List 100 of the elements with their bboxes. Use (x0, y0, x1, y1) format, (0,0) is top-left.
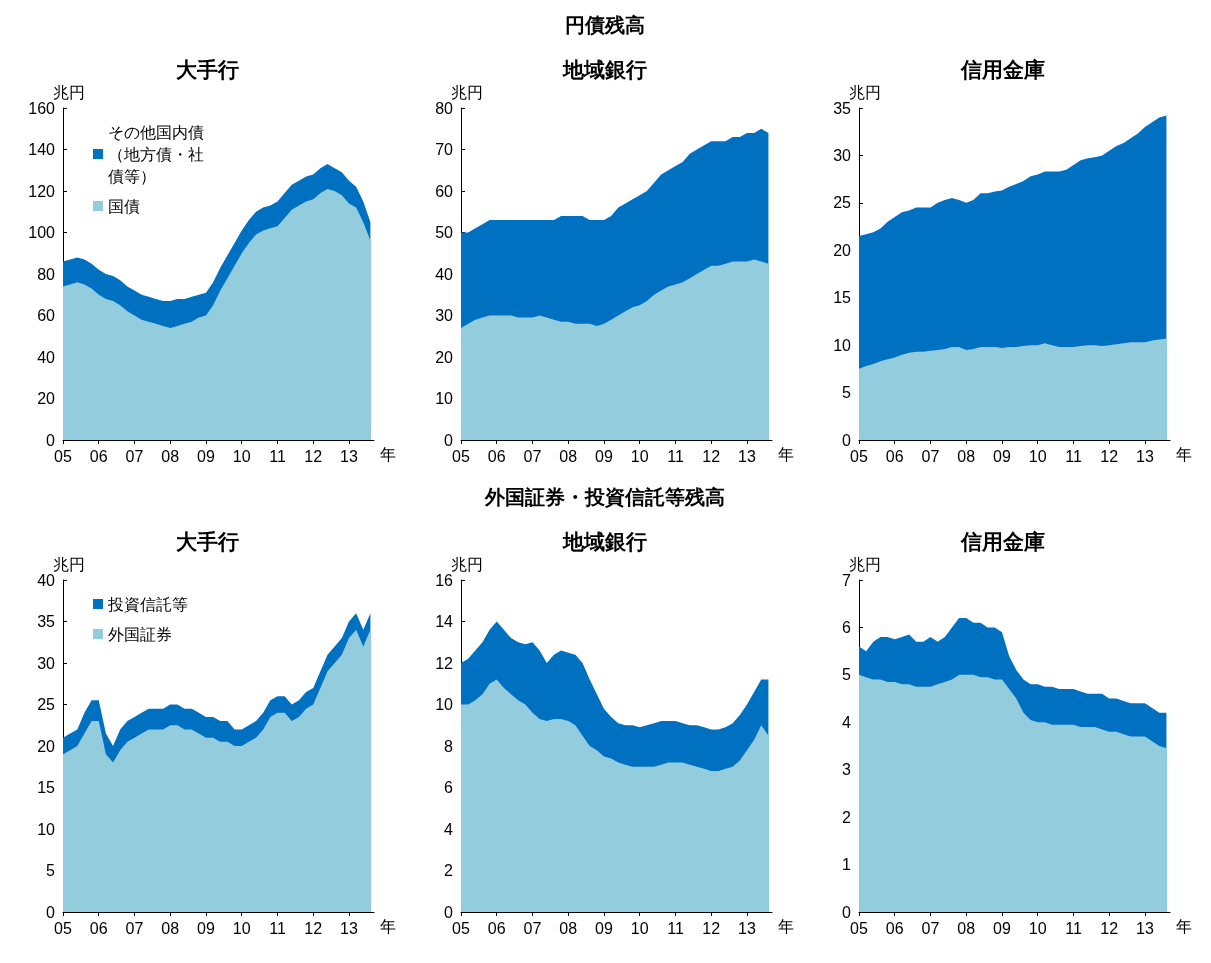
x-tick-label: 12 (304, 447, 323, 465)
y-tick-label: 0 (444, 431, 454, 449)
y-tick-label: 5 (842, 666, 852, 684)
x-tick-label: 11 (1065, 447, 1082, 465)
y-tick-label: 6 (444, 779, 454, 796)
x-tick-label: 13 (1136, 919, 1154, 937)
y-tick-label: 10 (833, 336, 852, 354)
legend-label: 国債 (108, 197, 140, 215)
x-tick-label: 08 (957, 919, 976, 937)
y-axis-title: 兆円 (451, 555, 483, 573)
x-tick-label: 11 (667, 447, 684, 465)
y-tick-label: 15 (833, 289, 852, 307)
chart-title: 信用金庫 (960, 58, 1045, 81)
y-tick-label: 7 (842, 571, 852, 589)
chart-title: 大手行 (175, 530, 239, 553)
x-tick-label: 07 (921, 919, 940, 937)
x-tick-label: 06 (885, 447, 904, 465)
y-tick-label: 3 (842, 761, 852, 779)
y-tick-label: 140 (28, 141, 56, 158)
chart-title: 大手行 (175, 58, 239, 81)
text: 円債残高 (565, 14, 645, 36)
legend-label: その他国内債（地方債・社債等） (108, 123, 204, 185)
x-tick-label: 12 (304, 919, 323, 937)
y-tick-label: 8 (444, 737, 454, 755)
y-tick-label: 20 (37, 737, 56, 755)
x-tick-label: 09 (993, 919, 1011, 937)
x-axis-title: 年 (1176, 445, 1192, 463)
y-tick-label: 15 (37, 779, 56, 796)
y-tick-label: 30 (435, 307, 454, 324)
x-tick-label: 06 (885, 919, 904, 937)
x-tick-label: 09 (197, 919, 215, 937)
y-tick-label: 0 (842, 431, 852, 449)
x-tick-label: 13 (340, 919, 358, 937)
x-tick-label: 09 (993, 447, 1011, 465)
y-tick-label: 2 (842, 808, 852, 826)
y-tick-label: 40 (37, 348, 56, 366)
x-tick-label: 08 (559, 919, 578, 937)
y-tick-label: 50 (435, 224, 454, 241)
x-tick-label: 11 (1065, 919, 1082, 937)
x-axis-title: 年 (380, 445, 396, 463)
y-axis-title: 兆円 (849, 555, 881, 573)
y-axis-title: 兆円 (451, 83, 483, 101)
y-tick-label: 35 (37, 613, 56, 630)
x-tick-label: 12 (1100, 447, 1119, 465)
x-tick-label: 11 (667, 919, 684, 937)
y-axis-title: 兆円 (53, 83, 85, 101)
x-tick-label: 12 (702, 447, 721, 465)
x-axis-title: 年 (1176, 917, 1192, 935)
x-tick-label: 09 (197, 447, 215, 465)
y-tick-label: 120 (28, 182, 56, 200)
x-tick-label: 13 (738, 447, 756, 465)
x-tick-label: 05 (850, 447, 868, 465)
y-axis-title: 兆円 (53, 555, 85, 573)
x-tick-label: 08 (161, 919, 180, 937)
text: 外国証券・投資信託等残高 (484, 486, 725, 508)
y-axis-title: 兆円 (849, 83, 881, 101)
x-tick-label: 05 (452, 919, 470, 937)
x-tick-label: 05 (54, 447, 72, 465)
x-tick-label: 05 (850, 919, 868, 937)
x-tick-label: 06 (89, 447, 108, 465)
y-tick-label: 4 (444, 820, 454, 838)
y-tick-label: 40 (37, 571, 56, 589)
y-tick-label: 80 (435, 99, 454, 117)
y-tick-label: 20 (37, 390, 56, 407)
x-axis-title: 年 (778, 917, 794, 935)
x-tick-label: 05 (452, 447, 470, 465)
y-tick-label: 14 (435, 613, 454, 630)
x-tick-label: 05 (54, 919, 72, 937)
y-tick-label: 160 (28, 99, 56, 117)
x-tick-label: 10 (1028, 919, 1047, 937)
x-tick-label: 09 (595, 919, 613, 937)
x-tick-label: 11 (269, 919, 286, 937)
chart-title: 地域銀行 (562, 58, 647, 81)
legend-label: 投資信託等 (107, 595, 188, 613)
x-tick-label: 07 (125, 919, 144, 937)
x-tick-label: 13 (1136, 447, 1154, 465)
x-tick-label: 07 (125, 447, 144, 465)
x-tick-label: 07 (523, 919, 542, 937)
x-tick-label: 06 (89, 919, 108, 937)
x-tick-label: 08 (559, 447, 578, 465)
x-tick-label: 12 (1100, 919, 1119, 937)
x-tick-label: 13 (738, 919, 756, 937)
y-tick-label: 16 (435, 571, 454, 589)
y-tick-label: 20 (833, 241, 852, 259)
y-tick-label: 10 (435, 696, 454, 713)
y-tick-label: 30 (833, 146, 852, 164)
y-tick-label: 70 (435, 141, 454, 158)
x-tick-label: 07 (523, 447, 542, 465)
x-tick-label: 11 (269, 447, 286, 465)
x-tick-label: 12 (702, 919, 721, 937)
y-tick-label: 25 (833, 194, 852, 212)
x-tick-label: 07 (921, 447, 940, 465)
y-tick-label: 2 (444, 862, 454, 879)
y-tick-label: 4 (842, 713, 852, 731)
x-axis-title: 年 (380, 917, 396, 935)
y-tick-label: 100 (28, 224, 56, 241)
x-tick-label: 10 (630, 919, 649, 937)
y-tick-label: 10 (435, 390, 454, 407)
x-axis-title: 年 (778, 445, 794, 463)
y-tick-label: 60 (37, 307, 56, 324)
